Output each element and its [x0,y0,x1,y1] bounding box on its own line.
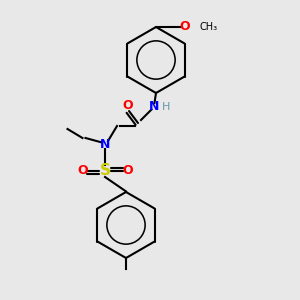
Text: H: H [162,101,170,112]
Text: CH₃: CH₃ [200,22,217,32]
Text: N: N [149,100,160,113]
Text: O: O [179,20,190,34]
Text: O: O [77,164,88,178]
Text: S: S [100,164,110,178]
Text: O: O [122,99,133,112]
Text: O: O [122,164,133,178]
Text: N: N [100,137,110,151]
